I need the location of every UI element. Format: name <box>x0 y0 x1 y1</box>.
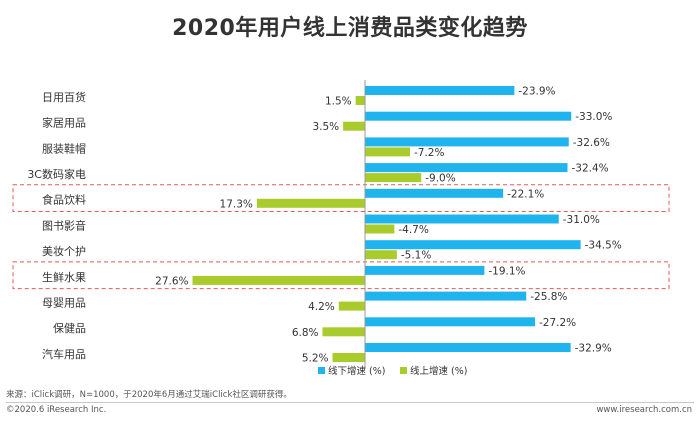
category-label-7: 生鲜水果 <box>42 270 86 284</box>
offline-bar-1 <box>365 111 572 121</box>
offline-value-label-9: -27.2% <box>539 317 576 329</box>
offline-value-label-3: -32.4% <box>572 163 609 175</box>
online-value-label-8: 4.2% <box>308 301 335 313</box>
category-label-9: 保健品 <box>53 321 86 335</box>
online-value-label-9: 6.8% <box>292 327 319 339</box>
highlight-box-4 <box>12 184 670 213</box>
online-value-label-2: -7.2% <box>414 147 444 159</box>
website-link[interactable]: www.iresearch.com.cn <box>596 405 692 415</box>
offline-bar-6 <box>365 240 581 250</box>
offline-bar-10 <box>365 343 571 352</box>
online-bar-7 <box>192 275 365 285</box>
online-value-label-5: -4.7% <box>398 224 428 236</box>
legend-label-offline: 线下增速 (%) <box>328 365 385 377</box>
online-bar-1 <box>343 121 365 131</box>
highlight-box-7 <box>12 261 670 290</box>
offline-bar-3 <box>365 163 568 173</box>
offline-bar-9 <box>365 317 535 327</box>
offline-value-label-7: -19.1% <box>488 265 525 277</box>
source-note: 来源：iClick调研，N=1000，于2020年6月通过艾瑞iClick社区调… <box>6 390 292 400</box>
category-label-3: 3C数码家电 <box>27 167 86 181</box>
online-bar-8 <box>338 301 365 311</box>
online-bar-6 <box>365 250 397 260</box>
category-label-2: 服装鞋帽 <box>42 141 86 155</box>
chart-title: 2020年用户线上消费品类变化趋势 <box>172 16 528 41</box>
online-bar-4 <box>256 198 365 208</box>
online-value-label-1: 3.5% <box>312 121 339 133</box>
footer-divider <box>6 402 694 403</box>
online-bar-9 <box>322 327 365 337</box>
online-value-label-3: -9.0% <box>425 173 455 185</box>
offline-bar-8 <box>365 291 527 301</box>
offline-value-label-4: -22.1% <box>507 188 544 200</box>
offline-bar-5 <box>365 214 559 224</box>
category-label-8: 母婴用品 <box>42 296 86 309</box>
offline-bar-7 <box>365 265 485 275</box>
offline-value-label-1: -33.0% <box>575 111 612 123</box>
offline-value-label-0: -23.9% <box>518 86 555 98</box>
online-bar-10 <box>332 353 365 362</box>
category-label-0: 日用百货 <box>42 90 86 104</box>
offline-value-label-2: -32.6% <box>573 137 610 149</box>
online-bar-0 <box>355 96 365 105</box>
online-value-label-6: -5.1% <box>401 250 431 262</box>
copyright-text: ©2020.6 iResearch Inc. <box>6 405 107 415</box>
category-label-5: 图书影音 <box>42 218 86 232</box>
online-value-label-7: 27.6% <box>155 275 188 287</box>
legend-swatch-online <box>400 367 407 374</box>
offline-value-label-8: -25.8% <box>530 291 567 303</box>
online-value-label-4: 17.3% <box>220 198 253 210</box>
offline-bar-4 <box>365 188 504 198</box>
offline-value-label-6: -34.5% <box>585 240 622 252</box>
online-bar-2 <box>365 147 410 157</box>
online-value-label-0: 1.5% <box>325 96 352 108</box>
online-value-label-10: 5.2% <box>302 353 329 365</box>
online-bar-3 <box>365 173 422 183</box>
offline-value-label-10: -32.9% <box>575 343 612 355</box>
category-label-6: 美妆个护 <box>42 244 86 258</box>
offline-value-label-5: -31.0% <box>563 214 600 226</box>
legend-label-online: 线上增速 (%) <box>410 365 467 377</box>
offline-bar-0 <box>365 86 515 95</box>
offline-bar-2 <box>365 137 569 147</box>
legend-swatch-offline <box>318 367 325 374</box>
category-label-10: 汽车用品 <box>42 347 86 361</box>
category-label-4: 食品饮料 <box>42 193 86 207</box>
category-label-1: 家居用品 <box>42 116 86 130</box>
online-bar-5 <box>365 224 395 234</box>
